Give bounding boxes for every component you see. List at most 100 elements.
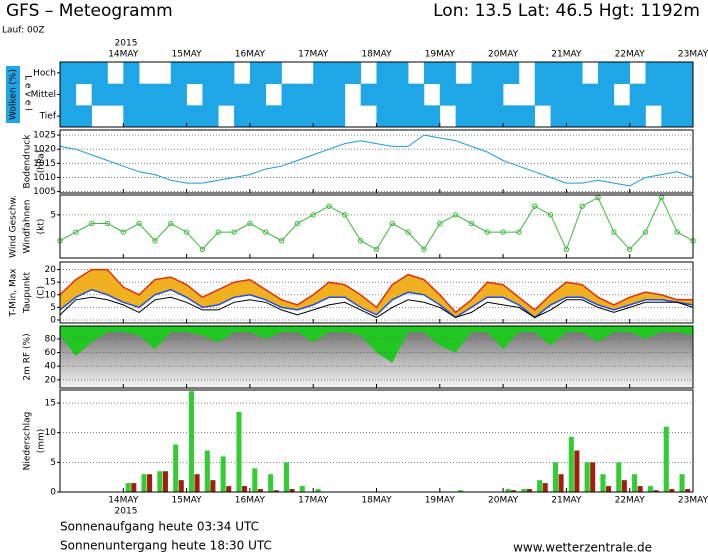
wind-point [247, 220, 253, 227]
y-tick-label: 1010 [33, 173, 56, 183]
cloud-cell [630, 62, 646, 84]
precip-bar [194, 474, 200, 492]
cloud-cell [92, 105, 108, 127]
cloud-cell [281, 105, 298, 128]
precip-bar [226, 486, 232, 492]
cloud-cell [60, 105, 77, 128]
row-label: Mittel [31, 90, 56, 100]
y-tick-label: 10 [45, 290, 57, 300]
y-tick-label: 1005 [33, 187, 56, 197]
date-label-bottom: 15MAY [172, 496, 203, 506]
date-label-bottom: 14MAY [108, 496, 139, 506]
wind-point [405, 229, 411, 235]
precip-bar [273, 490, 279, 492]
cloud-cell [345, 105, 361, 127]
cloud-cell [218, 83, 235, 106]
cloud-cell [139, 105, 156, 128]
cloud-cell [75, 105, 92, 128]
wind-point [611, 229, 617, 235]
wind-point [516, 229, 522, 235]
temp-band [60, 269, 693, 318]
y-tick-label: 5 [50, 210, 56, 220]
cloud-cell [234, 83, 251, 106]
wind-point [104, 220, 111, 227]
precip-bar [268, 474, 274, 492]
cloud-cell [423, 105, 441, 128]
date-label-bottom: 22MAY [615, 496, 646, 506]
wind-point [627, 246, 633, 253]
cloud-cell [282, 62, 298, 84]
temp-line [59, 296, 694, 319]
cloud-cell [487, 105, 504, 128]
cloud-cell [202, 105, 219, 128]
cloud-cell [534, 62, 551, 84]
precip-bar [173, 444, 179, 492]
cloud-cell [170, 83, 187, 106]
precip-bar [242, 486, 248, 492]
cloud-cell [234, 105, 251, 128]
y-tick-label: 5 [50, 458, 56, 468]
precip-bar [590, 462, 596, 492]
y-tick-label: 15 [45, 399, 56, 409]
y-tick-label: 10 [45, 428, 57, 438]
precip-bar [131, 483, 137, 492]
cloud-cell [123, 105, 140, 128]
cloud-cell [249, 62, 267, 84]
cloud-cell [645, 83, 662, 106]
precip-bar [157, 471, 163, 492]
precip-bar [616, 462, 622, 492]
wind-point [468, 220, 475, 227]
precip-bar [210, 480, 216, 492]
precip-bar [521, 489, 527, 492]
cloud-cell [424, 84, 440, 106]
cloud-cell [218, 105, 234, 127]
wind-point [563, 246, 570, 253]
cloud-cell [91, 62, 108, 84]
wind-point [199, 246, 206, 253]
precip-bar [511, 490, 517, 492]
cloud-cell [202, 62, 219, 84]
y-label: (mm) [37, 429, 47, 454]
humidity-area [60, 326, 693, 363]
cloud-cell [313, 105, 330, 128]
y-tick-label: 40 [45, 362, 57, 372]
y-tick-label: 20 [45, 265, 57, 275]
wind-point [294, 220, 301, 227]
wind-point [310, 212, 316, 218]
wind-point [642, 229, 649, 235]
cloud-cell [661, 105, 678, 128]
y-tick-label: 80 [45, 334, 57, 344]
cloud-cell [313, 62, 330, 84]
wind-point [215, 229, 221, 235]
cloud-cell [170, 105, 187, 128]
wind-point [532, 203, 538, 209]
cloud-cell [518, 105, 536, 128]
cloud-cell [598, 83, 615, 106]
cloud-cell [376, 83, 393, 106]
cloud-cell [566, 105, 583, 128]
y-label: Bodendruck [23, 134, 33, 189]
wind-point [231, 229, 237, 235]
location: Lon: 13.5 Lat: 46.5 Hgt: 1192m [433, 1, 700, 21]
wind-point [183, 229, 190, 235]
cloud-cell [613, 62, 630, 84]
date-label-top: 19MAY [425, 50, 456, 60]
level-label: Level [23, 75, 33, 114]
title: GFS – Meteogramm [6, 1, 173, 21]
cloud-cell [550, 105, 567, 128]
precip-bar [526, 489, 532, 492]
cloud-cell [677, 105, 694, 128]
y-label: (hPa) [37, 150, 47, 173]
precip-bar [653, 490, 659, 492]
panel-frame [59, 129, 694, 194]
cloud-cell [423, 62, 441, 84]
y-tick-label: 20 [45, 375, 57, 385]
cloud-cell [392, 62, 409, 84]
temp-line [59, 288, 694, 319]
precip-bar [141, 474, 147, 492]
cloud-cell [249, 105, 267, 128]
cloud-cell [249, 83, 267, 106]
cloud-cell [329, 105, 346, 128]
precip-bar [204, 450, 210, 492]
